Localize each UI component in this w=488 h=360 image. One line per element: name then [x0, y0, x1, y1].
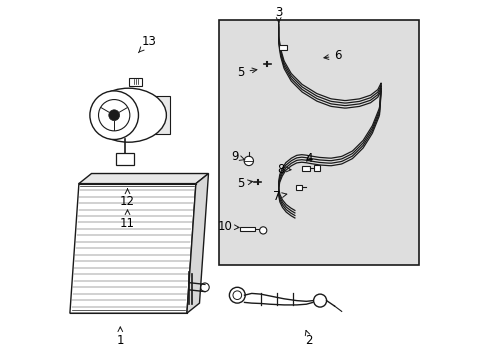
Bar	[129, 77, 142, 85]
Polygon shape	[70, 184, 196, 313]
Polygon shape	[79, 174, 208, 184]
Text: 7: 7	[273, 190, 286, 203]
Bar	[314, 165, 320, 171]
Text: 1: 1	[116, 327, 124, 347]
Circle shape	[313, 294, 326, 307]
Text: 13: 13	[138, 35, 156, 53]
Bar	[279, 45, 287, 50]
Bar	[295, 185, 301, 190]
Polygon shape	[186, 174, 208, 313]
Bar	[116, 153, 134, 165]
Text: 6: 6	[323, 49, 341, 62]
Text: 8: 8	[276, 163, 290, 176]
Circle shape	[232, 291, 241, 300]
Text: 10: 10	[217, 220, 239, 233]
Circle shape	[229, 287, 244, 303]
Bar	[240, 227, 255, 231]
Bar	[121, 96, 170, 134]
Text: 5: 5	[237, 177, 252, 190]
Circle shape	[259, 227, 266, 234]
Text: 2: 2	[305, 330, 312, 347]
Circle shape	[108, 110, 120, 121]
Text: 9: 9	[231, 150, 244, 163]
Text: 4: 4	[305, 152, 312, 165]
Text: 5: 5	[237, 66, 256, 78]
Ellipse shape	[91, 88, 166, 142]
Text: 12: 12	[120, 189, 135, 208]
Circle shape	[90, 91, 138, 139]
Circle shape	[98, 99, 130, 131]
Circle shape	[244, 156, 253, 166]
Text: 3: 3	[274, 6, 282, 22]
Bar	[302, 166, 309, 171]
Bar	[219, 20, 418, 265]
Text: 11: 11	[120, 210, 135, 230]
